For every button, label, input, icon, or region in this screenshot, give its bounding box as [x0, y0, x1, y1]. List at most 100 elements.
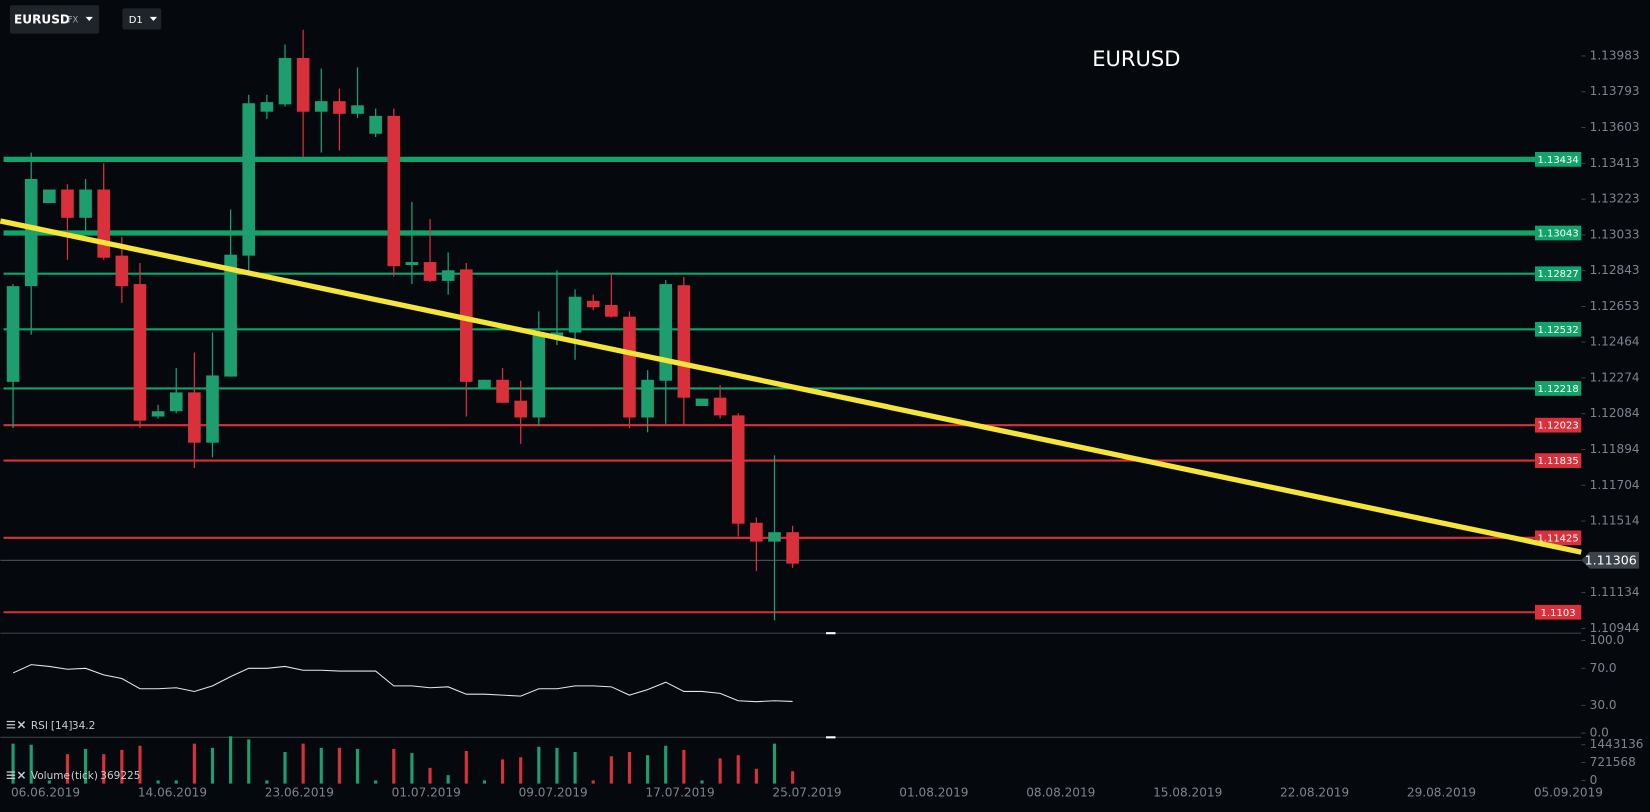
x-tick-label: 14.06.2019	[138, 786, 207, 800]
symbol-selector[interactable]: EURUSD FX	[9, 5, 100, 34]
last-price-label: 1.11306	[1585, 552, 1637, 567]
y-tick-label: 1.12274	[1590, 370, 1640, 384]
level-tag-label: 1.12023	[1537, 421, 1578, 432]
candle-body	[586, 300, 600, 308]
level-tag	[1534, 321, 1582, 337]
level-tag-label: 1.12218	[1537, 384, 1578, 395]
y-tick-label: 1.12464	[1590, 335, 1640, 349]
timeframe[interactable]: D1	[129, 15, 143, 26]
timeframe-box[interactable]	[122, 8, 162, 30]
volume-bar	[682, 749, 686, 784]
candle-body	[731, 415, 745, 524]
y-tick-label: 1.11894	[1590, 442, 1640, 456]
candle-body	[351, 105, 364, 114]
volume-bar	[736, 755, 740, 784]
level-tag	[1534, 152, 1582, 167]
volume-bar	[29, 744, 33, 784]
candle-body	[459, 269, 473, 382]
volume-bar	[464, 750, 468, 784]
dropdown-arrow[interactable]	[85, 16, 93, 22]
resize-handle[interactable]	[826, 632, 836, 635]
dropdown-arrow[interactable]	[149, 16, 158, 22]
x-tick-label: 17.07.2019	[645, 786, 714, 800]
indicator-name: Volume	[31, 770, 70, 782]
rsi-line	[12, 664, 793, 703]
volume-bar	[265, 780, 269, 784]
resize-handle[interactable]	[826, 736, 836, 739]
candle-body	[677, 285, 691, 398]
volume-bar	[156, 780, 160, 784]
y-tick-label: 1.13603	[1590, 120, 1640, 134]
y-tick-label: 1.13793	[1590, 84, 1640, 98]
volume-bar	[446, 775, 450, 784]
volume-bar	[718, 758, 722, 784]
y-tick-label: 1.13223	[1590, 192, 1640, 206]
chart-title: EURUSD	[1092, 46, 1180, 71]
candle-body	[24, 178, 38, 287]
volume-bar	[84, 748, 88, 784]
timeframe-selector[interactable]: D1	[122, 8, 162, 30]
settings-icon[interactable]	[6, 720, 16, 729]
volume-bar	[102, 754, 106, 784]
x-tick-label: 05.09.2019	[1534, 786, 1603, 800]
y-tick-label: 70.0	[1590, 661, 1617, 675]
symbol[interactable]: EURUSD	[14, 12, 70, 26]
y-tick-label: 1.11514	[1590, 514, 1640, 528]
volume-bar	[754, 768, 758, 784]
candle-body	[532, 334, 546, 418]
candle-body	[61, 189, 74, 218]
candle-body	[278, 58, 292, 105]
level-tag-label: 1.11835	[1537, 456, 1578, 467]
volume-bar	[11, 743, 15, 784]
y-tick-label: 1.11134	[1590, 585, 1640, 599]
level-tag-label: 1.11425	[1537, 533, 1578, 544]
volume-bar	[500, 759, 505, 784]
indicator-value: 34.2	[72, 720, 95, 732]
candle-body	[641, 379, 654, 418]
symbol-box[interactable]	[9, 5, 100, 34]
close-icon[interactable]	[17, 721, 26, 729]
x-tick-label: 01.08.2019	[899, 786, 968, 800]
level-tag-label: 1.13434	[1537, 155, 1578, 166]
x-tick-label: 23.06.2019	[265, 786, 334, 800]
volume-bar	[120, 749, 124, 784]
volume-bar	[410, 753, 414, 784]
volume-bar	[537, 746, 541, 784]
candle-body	[496, 379, 509, 403]
candle-body	[441, 270, 455, 281]
level-tag	[1534, 604, 1582, 620]
volume-bar	[210, 747, 215, 784]
x-tick-label: 15.08.2019	[1153, 786, 1222, 800]
volume-bar	[301, 743, 305, 784]
volume-bar	[337, 747, 341, 784]
y-tick-label: 1.10944	[1590, 621, 1640, 635]
x-tick-label: 09.07.2019	[519, 786, 588, 800]
settings-icon[interactable]	[6, 771, 16, 779]
candle-body	[224, 254, 237, 377]
level-tag	[1534, 381, 1582, 396]
candle-body	[169, 392, 183, 412]
candle-body	[695, 398, 709, 406]
candle-body	[115, 255, 129, 287]
volume-bar	[283, 752, 287, 784]
volume-bar	[609, 756, 613, 784]
x-tick-label: 06.06.2019	[11, 786, 80, 800]
volume-bar	[591, 780, 595, 784]
candle-body	[296, 58, 310, 112]
close-icon[interactable]	[17, 771, 26, 779]
level-tag	[1534, 530, 1582, 546]
volume-bar	[555, 747, 559, 784]
volume-bar	[138, 745, 142, 784]
indicator-period: [14]	[51, 720, 73, 732]
candle-body	[43, 189, 56, 204]
candle-body	[405, 262, 419, 266]
market[interactable]: FX	[68, 14, 79, 24]
volume-bar	[664, 745, 668, 784]
level-tag-label: 1.13043	[1537, 229, 1578, 240]
level-tag-label: 1.12532	[1537, 325, 1578, 336]
candle-body	[786, 532, 799, 564]
volume-bar	[428, 767, 432, 784]
volume-bar	[392, 748, 396, 784]
